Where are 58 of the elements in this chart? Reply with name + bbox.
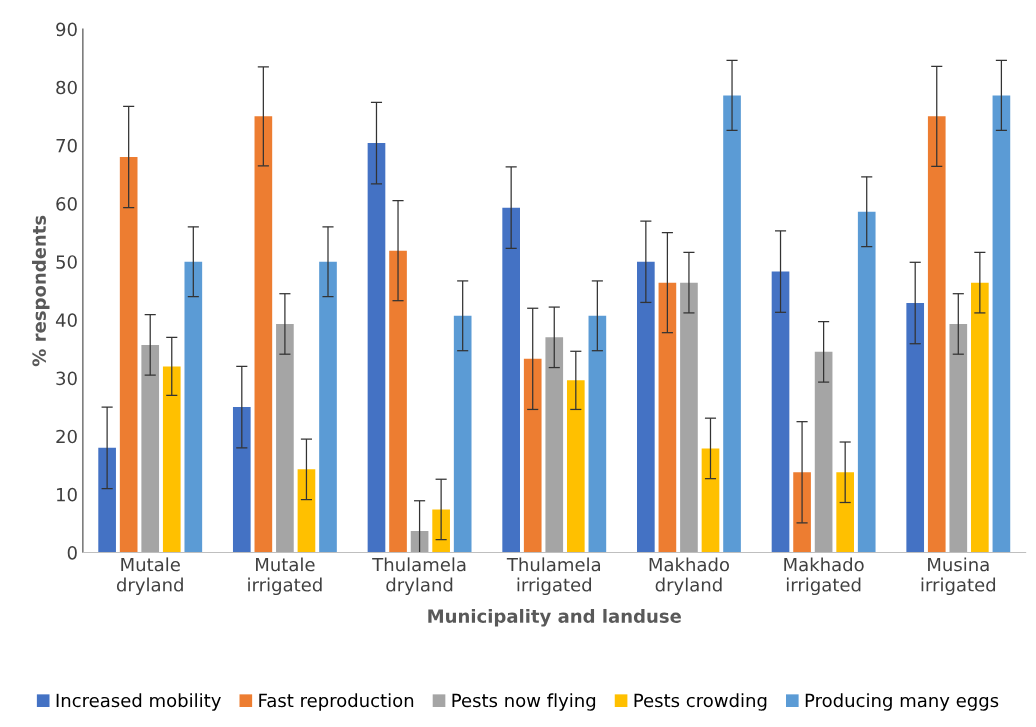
bar: [701, 448, 720, 553]
y-tick-label: 80: [56, 80, 77, 95]
bar: [927, 116, 946, 553]
legend-label: Increased mobility: [56, 693, 221, 711]
y-tick-label: 70: [56, 138, 77, 153]
legend-label: Pests crowding: [634, 693, 767, 711]
y-tick-label: 50: [56, 255, 77, 269]
bar: [523, 358, 542, 553]
x-tick-label: Thulamela dryland: [372, 557, 466, 596]
bar: [793, 472, 811, 553]
bar: [814, 351, 833, 553]
legend-label: Fast reproduction: [259, 693, 414, 711]
y-tick-label: 60: [56, 197, 77, 211]
y-tick-label: 10: [57, 487, 77, 502]
bar: [453, 315, 472, 553]
x-tick-label: Mutale dryland: [116, 557, 183, 596]
y-tick-label: 30: [56, 371, 77, 386]
bar: [857, 211, 876, 553]
bar: [254, 116, 273, 553]
bar: [992, 95, 1011, 553]
x-tick-label: Makhado irrigated: [784, 557, 864, 596]
x-tick-label: Mutale irrigated: [248, 557, 322, 596]
x-tick-label: Musina irrigated: [921, 557, 996, 596]
bar: [723, 95, 741, 553]
bar: [566, 380, 585, 553]
bar: [319, 261, 337, 553]
bar: [771, 271, 790, 553]
bar: [297, 469, 316, 553]
bar: [658, 282, 677, 553]
bar: [836, 472, 854, 553]
legend-label: Pests now flying: [452, 693, 596, 711]
bar: [276, 323, 294, 553]
y-tick-label: 20: [56, 429, 77, 444]
bar: [545, 337, 564, 553]
bar: [232, 407, 251, 553]
y-tick-label: 0: [67, 545, 77, 560]
bar: [389, 250, 407, 553]
y-tick-label: 90: [56, 22, 77, 37]
x-axis-title: Municipality and landuse: [428, 608, 681, 627]
bar: [98, 447, 116, 553]
bar: [162, 366, 181, 553]
bar: [637, 261, 655, 553]
x-tick-label: Thulamela irrigated: [506, 557, 601, 596]
bar: [432, 509, 450, 553]
bar: [502, 207, 520, 553]
bar: [680, 282, 698, 553]
bar: [119, 157, 138, 553]
y-axis-title: % respondents: [32, 215, 50, 367]
bar: [588, 315, 607, 553]
bar: [949, 323, 968, 553]
bar: [367, 143, 386, 553]
x-tick-label: Makhado dryland: [649, 557, 730, 596]
bar: [906, 303, 925, 553]
bar: [971, 282, 989, 553]
y-tick-label: 40: [55, 313, 77, 327]
bar: [141, 344, 160, 553]
bar: [184, 261, 203, 553]
legend-label: Producing many eggs: [805, 693, 999, 711]
